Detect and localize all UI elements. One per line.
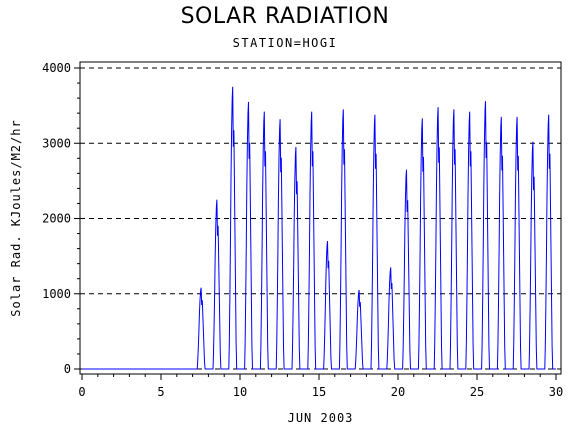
x-tick-label: 30 [549, 385, 563, 399]
y-tick-label: 0 [64, 362, 71, 376]
chart-title: SOLAR RADIATION [180, 4, 390, 29]
axis-ticks: 0 1000 2000 3000 4000 0 5 10 15 20 25 30 [42, 61, 563, 399]
x-tick-label: 15 [312, 385, 326, 399]
series-group [82, 86, 556, 370]
y-axis-label: Solar Rad. KJoules/M2/hr [9, 119, 23, 316]
y-tick-label: 1000 [42, 287, 71, 301]
x-axis-label: JUN 2003 [288, 411, 354, 425]
x-tick-label: 10 [233, 385, 247, 399]
chart-subtitle: STATION=HOGI [232, 36, 338, 50]
y-tick-label: 3000 [42, 136, 71, 150]
x-tick-label: 0 [78, 385, 85, 399]
series-line-0 [82, 86, 556, 370]
y-tick-label: 4000 [42, 61, 71, 75]
x-tick-label: 5 [157, 385, 164, 399]
x-tick-label: 20 [391, 385, 405, 399]
x-tick-label: 25 [470, 385, 484, 399]
y-tick-label: 2000 [42, 212, 71, 226]
